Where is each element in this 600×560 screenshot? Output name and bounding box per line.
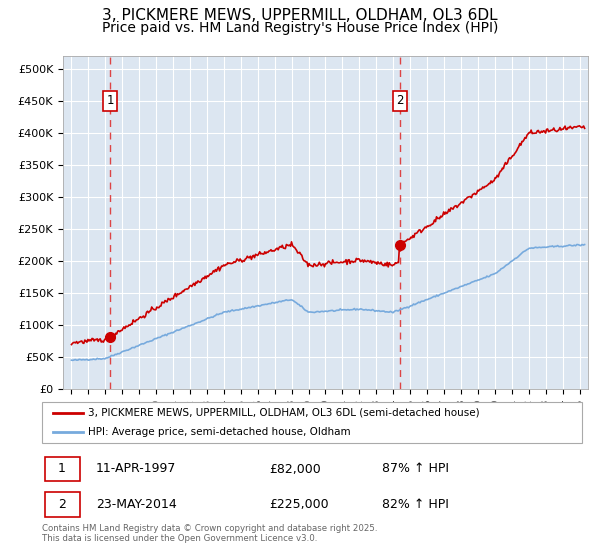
Text: Price paid vs. HM Land Registry's House Price Index (HPI): Price paid vs. HM Land Registry's House …: [102, 21, 498, 35]
Text: 23-MAY-2014: 23-MAY-2014: [96, 498, 177, 511]
Text: 1: 1: [106, 94, 114, 108]
Text: 11-APR-1997: 11-APR-1997: [96, 463, 176, 475]
Text: £82,000: £82,000: [269, 463, 320, 475]
Text: 3, PICKMERE MEWS, UPPERMILL, OLDHAM, OL3 6DL: 3, PICKMERE MEWS, UPPERMILL, OLDHAM, OL3…: [102, 8, 498, 24]
FancyBboxPatch shape: [45, 457, 80, 481]
FancyBboxPatch shape: [45, 492, 80, 516]
Text: HPI: Average price, semi-detached house, Oldham: HPI: Average price, semi-detached house,…: [88, 427, 350, 437]
Text: 2: 2: [396, 94, 404, 108]
Text: 82% ↑ HPI: 82% ↑ HPI: [382, 498, 449, 511]
Text: 1: 1: [58, 463, 66, 475]
Text: 87% ↑ HPI: 87% ↑ HPI: [382, 463, 449, 475]
Text: Contains HM Land Registry data © Crown copyright and database right 2025.
This d: Contains HM Land Registry data © Crown c…: [42, 524, 377, 543]
Text: £225,000: £225,000: [269, 498, 328, 511]
Text: 2: 2: [58, 498, 66, 511]
Text: 3, PICKMERE MEWS, UPPERMILL, OLDHAM, OL3 6DL (semi-detached house): 3, PICKMERE MEWS, UPPERMILL, OLDHAM, OL3…: [88, 408, 479, 418]
FancyBboxPatch shape: [42, 402, 582, 442]
